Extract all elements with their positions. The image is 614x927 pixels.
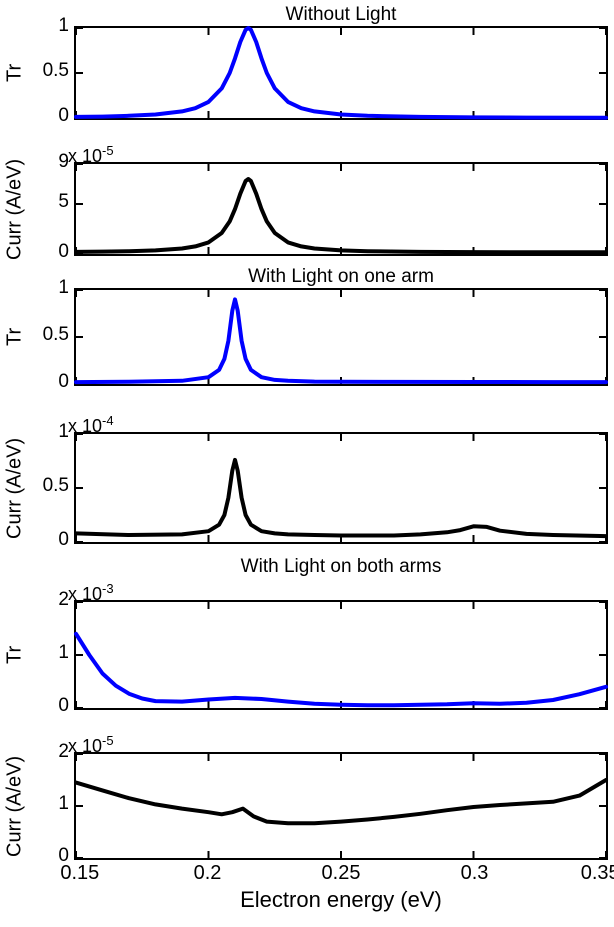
y-axis-label: Curr (A/eV)	[3, 755, 26, 857]
plot-area	[74, 162, 608, 256]
y-axis-label: Tr	[3, 63, 26, 83]
y-tick-label: 1	[58, 421, 69, 442]
tr-line-series	[74, 289, 608, 385]
y-tick-labels: 0 0.5 1	[28, 421, 74, 550]
y-exponent-label: x 10-5	[68, 730, 608, 756]
exponent-power: -3	[102, 581, 114, 596]
y-tick-label: 0	[58, 241, 69, 262]
x-tick-label: 0.35	[580, 862, 614, 884]
plot-area	[74, 26, 608, 120]
y-tick-label: 2	[58, 741, 69, 762]
y-exponent-label: x 10-5	[68, 140, 608, 166]
y-tick-labels: 0 0.5 1	[28, 277, 74, 392]
y-tick-label: 0	[58, 695, 69, 716]
subplot-curr-one-arm: x 10-4 Curr (A/eV) 0 0.5 1	[2, 410, 608, 550]
subplot-curr-without-light: x 10-5 Curr (A/eV) 0 5 9	[2, 140, 608, 262]
y-tick-labels: 0 5 9	[28, 151, 74, 262]
y-exponent-label: x 10-4	[68, 410, 608, 436]
subplot-tr-both-arms: With Light on both arms x 10-3 Tr 0 1 2	[2, 556, 608, 716]
exponent-power: -5	[102, 733, 114, 748]
subplot-title: With Light on both arms	[240, 556, 442, 577]
exponent-power: -4	[102, 413, 114, 428]
x-tick-labels: 0.15 0.2 0.25 0.3 0.35	[60, 860, 614, 886]
subplot-curr-both-arms: x 10-5 Curr (A/eV) 0 1 2 0.15 0.2 0.25 0.3 0.3…	[2, 730, 614, 914]
subplot-title: With Light on one arm	[248, 266, 434, 287]
tr-line-series	[74, 601, 608, 709]
exponent-base: x 10	[68, 736, 103, 756]
y-tick-labels: 0 1 2	[28, 589, 74, 716]
y-tick-label: 9	[58, 151, 69, 172]
exponent-base: x 10	[68, 416, 103, 436]
exponent-power: -5	[102, 143, 114, 158]
y-tick-label: 1	[58, 277, 69, 298]
curr-line-series	[74, 163, 608, 255]
x-tick-label: 0.15	[60, 862, 100, 884]
y-tick-label: 0	[58, 105, 69, 126]
subplot-tr-one-arm: With Light on one arm Tr 0 0.5 1	[2, 266, 608, 392]
y-tick-label: 5	[58, 191, 69, 212]
subplot-tr-without-light: Without Light Tr 0 0.5 1	[2, 4, 608, 126]
y-axis-label: Curr (A/eV)	[3, 437, 26, 539]
exponent-base: x 10	[68, 146, 103, 166]
y-tick-label: 0.5	[42, 60, 69, 81]
y-axis-label: Tr	[3, 327, 26, 347]
plot-area	[74, 432, 608, 544]
y-tick-label: 1	[58, 15, 69, 36]
x-tick-label: 0.25	[321, 862, 361, 884]
plot-area	[74, 600, 608, 710]
y-tick-label: 0.5	[42, 324, 69, 345]
y-exponent-label: x 10-3	[68, 578, 608, 604]
curr-line-series	[74, 433, 608, 543]
y-tick-label: 0	[58, 529, 69, 550]
y-tick-label: 1	[58, 642, 69, 663]
y-axis-label: Curr (A/eV)	[3, 158, 26, 260]
y-tick-labels: 0 1 2	[28, 741, 74, 866]
x-axis-label: Electron energy (eV)	[240, 887, 442, 912]
tr-line-series	[74, 26, 608, 120]
y-tick-label: 0	[58, 371, 69, 392]
exponent-base: x 10	[68, 584, 103, 604]
plot-area	[74, 288, 608, 386]
y-tick-label: 0	[58, 845, 69, 866]
y-tick-label: 2	[58, 589, 69, 610]
x-tick-label: 0.2	[193, 862, 222, 884]
x-tick-label: 0.3	[460, 862, 489, 884]
y-tick-labels: 0 0.5 1	[28, 15, 74, 126]
plot-area	[74, 752, 608, 860]
y-tick-label: 0.5	[42, 475, 69, 496]
subplot-title: Without Light	[285, 4, 397, 25]
curr-line-series	[74, 753, 608, 859]
y-axis-label: Tr	[3, 645, 26, 665]
y-tick-label: 1	[58, 793, 69, 814]
